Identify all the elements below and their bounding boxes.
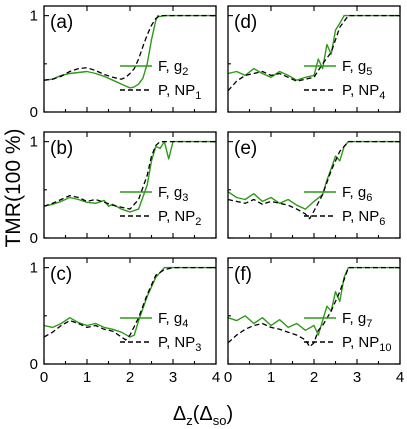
y-tick-label: 0 [30, 104, 38, 121]
series-line-p [227, 140, 400, 220]
x-axis-label: Δz(Δso) [173, 403, 233, 428]
chart-panel: 01 (a)F, g2P, NP1 [30, 5, 217, 121]
legend-label-subscript: 10 [379, 342, 391, 354]
legend-label-text: P, NP [158, 208, 195, 225]
x-tick-label: 1 [267, 369, 275, 386]
series-line-f [227, 266, 400, 336]
legend-label: P, NP4 [342, 82, 385, 102]
legend-label-subscript: 4 [182, 318, 188, 330]
legend-label-text: P, NP [342, 334, 379, 351]
legend-label-text: F, g [342, 184, 366, 201]
x-axis-label-paren-open: (Δ [193, 403, 213, 425]
series-line-p [43, 140, 216, 210]
legend-label-text: F, g [158, 58, 182, 75]
legend-label: P, NP10 [342, 334, 392, 354]
y-tick-label: 0 [30, 356, 38, 373]
legend-label: P, NP2 [158, 208, 201, 228]
legend-label-subscript: 2 [182, 66, 188, 78]
legend-label-text: P, NP [158, 334, 195, 351]
panel-label: (e) [234, 138, 257, 159]
legend-label-subscript: 6 [366, 192, 372, 204]
legend-label-text: P, NP [342, 82, 379, 99]
x-tick-label: 1 [83, 369, 91, 386]
y-tick-label: 1 [30, 260, 38, 277]
y-tick-label: 1 [30, 8, 38, 25]
x-tick-label: 0 [224, 369, 232, 386]
x-axis-label-paren-sub: so [213, 413, 227, 428]
legend-label: F, g2 [158, 58, 188, 78]
y-tick-label: 0 [30, 230, 38, 247]
series-line-p [227, 266, 400, 348]
legend-label-subscript: 2 [195, 216, 201, 228]
x-axis-label-sub: z [186, 413, 193, 428]
chart-panel: 0 1 2 3 4 (f) F, g7 P, NP10 [224, 257, 404, 386]
legend-label-subscript: 6 [379, 216, 385, 228]
legend-label: F, g7 [342, 310, 372, 330]
legend-label-subscript: 5 [366, 66, 372, 78]
legend-label-subscript: 3 [195, 342, 201, 354]
series-line-f [43, 266, 216, 338]
chart-panel: 0 1 2 3 401 (c)F, g4P, NP3 [30, 257, 220, 386]
legend-label: F, g6 [342, 184, 372, 204]
legend-label-subscript: 1 [195, 90, 201, 102]
legend-label-subscript: 3 [182, 192, 188, 204]
series-line-p [227, 14, 400, 92]
panel-label: (c) [50, 264, 72, 285]
legend-label-text: P, NP [342, 208, 379, 225]
legend-label: F, g5 [342, 58, 372, 78]
series-line-f [43, 140, 216, 213]
legend-label-subscript: 7 [366, 318, 372, 330]
x-axis-label-main: Δ [173, 403, 186, 425]
panel-label: (a) [50, 12, 73, 33]
legend-label-text: F, g [342, 58, 366, 75]
panel-label: (b) [50, 138, 73, 159]
chart-panel: 0 1 (b) F, g3 P, NP2 [30, 131, 217, 247]
legend-label: P, NP3 [158, 334, 201, 354]
series-line-f [227, 14, 400, 81]
legend-label-subscript: 4 [379, 90, 385, 102]
series-line-f [227, 140, 400, 210]
legend-label-text: F, g [158, 310, 182, 327]
legend-label: F, g3 [158, 184, 188, 204]
x-axis-label-paren-close: ) [226, 403, 233, 425]
x-tick-label: 4 [212, 369, 220, 386]
chart-panel: (d) F, g5 P, NP4 [227, 5, 401, 113]
legend-label-text: F, g [342, 310, 366, 327]
x-tick-label: 2 [310, 369, 318, 386]
y-tick-label: 1 [30, 134, 38, 151]
x-tick-label: 4 [396, 369, 404, 386]
y-axis-label: TMR(100 %) [2, 128, 25, 247]
legend-label: P, NP6 [342, 208, 385, 228]
legend-label-text: F, g [158, 184, 182, 201]
panel-label: (d) [234, 12, 257, 33]
x-tick-label: 3 [169, 369, 177, 386]
series-line-p [43, 14, 216, 81]
x-tick-label: 3 [353, 369, 361, 386]
x-tick-label: 2 [126, 369, 134, 386]
chart-panel: (e)F, g6P, NP6 [227, 131, 401, 239]
legend-label: P, NP1 [158, 82, 201, 102]
legend-label: F, g4 [158, 310, 188, 330]
panel-label: (f) [234, 264, 252, 285]
legend-label-text: P, NP [158, 82, 195, 99]
x-tick-label: 0 [40, 369, 48, 386]
